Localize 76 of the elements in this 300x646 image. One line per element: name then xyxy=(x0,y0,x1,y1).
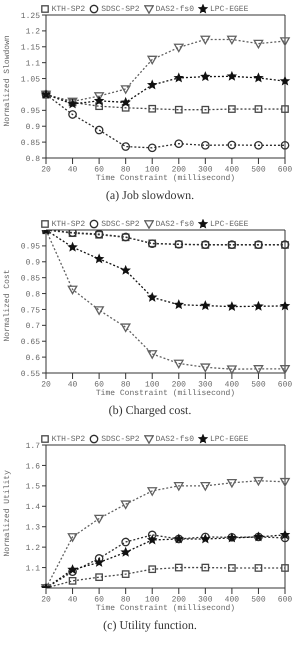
x-tick-label: 100 xyxy=(145,380,160,390)
y-tick-label: 0.55 xyxy=(20,370,40,379)
y-axis-title: Normalized Cost xyxy=(2,269,12,342)
x-tick-label: 40 xyxy=(68,380,78,390)
y-tick-label: 1.5 xyxy=(26,482,40,492)
y-tick-label: 1.4 xyxy=(26,503,40,512)
x-tick-label: 60 xyxy=(94,166,104,175)
y-tick-label: 1.2 xyxy=(26,544,40,553)
y-tick-label: 1.3 xyxy=(26,524,40,533)
x-tick-label: 100 xyxy=(145,166,160,175)
x-tick-label: 20 xyxy=(41,380,51,390)
y-tick-label: 0.95 xyxy=(20,242,40,252)
y-axis-title: Normalized Utility xyxy=(2,470,12,556)
x-tick-label: 300 xyxy=(198,166,213,175)
legend-label: DAS2-fs0 xyxy=(156,434,194,444)
y-tick-label: 0.95 xyxy=(20,107,40,116)
legend-label: KTH-SP2 xyxy=(52,4,86,14)
x-tick-label: 500 xyxy=(251,166,266,175)
x-tick-label: 80 xyxy=(120,596,131,605)
y-tick-label: 0.65 xyxy=(20,338,40,348)
x-tick-label: 300 xyxy=(198,380,213,390)
y-tick-label: 1.6 xyxy=(26,462,40,472)
x-tick-label: 40 xyxy=(68,166,78,175)
y-tick-label: 0.8 xyxy=(26,154,40,164)
y-tick-label: 0.7 xyxy=(26,322,40,332)
y-tick-label: 1.25 xyxy=(20,12,40,21)
y-tick-label: 0.9 xyxy=(26,123,40,132)
x-tick-label: 40 xyxy=(68,596,78,605)
x-tick-label: 80 xyxy=(120,166,131,175)
x-axis-title: Time Constraint (millisecond) xyxy=(96,389,236,398)
y-tick-label: 1.1 xyxy=(26,60,40,69)
legend-label: SDSC-SP2 xyxy=(101,4,140,14)
y-tick-label: 0.85 xyxy=(20,138,40,148)
x-tick-label: 100 xyxy=(145,596,160,605)
text: (b) Charged cost. xyxy=(108,403,192,418)
y-tick-label: 0.85 xyxy=(20,274,40,284)
legend-label: SDSC-SP2 xyxy=(101,220,140,228)
y-tick-label: 1.05 xyxy=(20,75,40,84)
x-tick-label: 200 xyxy=(172,166,186,175)
y-tick-label: 0.75 xyxy=(20,306,40,316)
y-tick-label: 1.2 xyxy=(26,28,40,37)
y-tick-label: 1.7 xyxy=(26,442,40,451)
text: (c) Utility function. xyxy=(102,618,198,633)
x-tick-label: 80 xyxy=(120,380,131,390)
x-axis-title: Time Constraint (millisecond) xyxy=(96,604,236,613)
x-tick-label: 200 xyxy=(172,596,186,605)
legend-label: DAS2-fs0 xyxy=(156,220,194,228)
x-tick-label: 600 xyxy=(278,380,292,390)
legend-label: DAS2-fs0 xyxy=(156,4,194,14)
y-tick-label: 0.9 xyxy=(26,258,40,268)
x-tick-label: 500 xyxy=(251,380,266,390)
legend-label: KTH-SP2 xyxy=(52,220,86,228)
x-tick-label: 20 xyxy=(41,166,51,175)
x-tick-label: 600 xyxy=(278,596,292,605)
legend-label: LPC-EGEE xyxy=(210,220,248,228)
y-axis-title: Normalized Slowdown xyxy=(2,35,12,126)
y-tick-label: 0.8 xyxy=(26,290,40,300)
legend-label: LPC-EGEE xyxy=(210,4,248,14)
x-tick-label: 300 xyxy=(198,596,213,605)
legend-label: SDSC-SP2 xyxy=(101,434,140,444)
text: (a) Job slowdown. xyxy=(104,188,196,203)
y-tick-label: 1.15 xyxy=(20,44,40,53)
x-axis-title: Time Constraint (millisecond) xyxy=(96,174,236,183)
x-tick-label: 60 xyxy=(94,380,104,390)
x-tick-label: 400 xyxy=(224,166,240,175)
x-tick-label: 400 xyxy=(224,380,240,390)
legend-label: KTH-SP2 xyxy=(52,434,86,444)
x-tick-label: 200 xyxy=(172,380,186,390)
y-tick-label: 0.6 xyxy=(26,354,40,363)
y-tick-label: 1.1 xyxy=(26,564,40,574)
x-tick-label: 400 xyxy=(224,596,240,605)
x-tick-label: 20 xyxy=(41,596,51,605)
x-tick-label: 500 xyxy=(251,596,266,605)
x-tick-label: 600 xyxy=(278,166,292,175)
x-tick-label: 60 xyxy=(94,596,104,605)
legend-label: LPC-EGEE xyxy=(210,434,248,444)
